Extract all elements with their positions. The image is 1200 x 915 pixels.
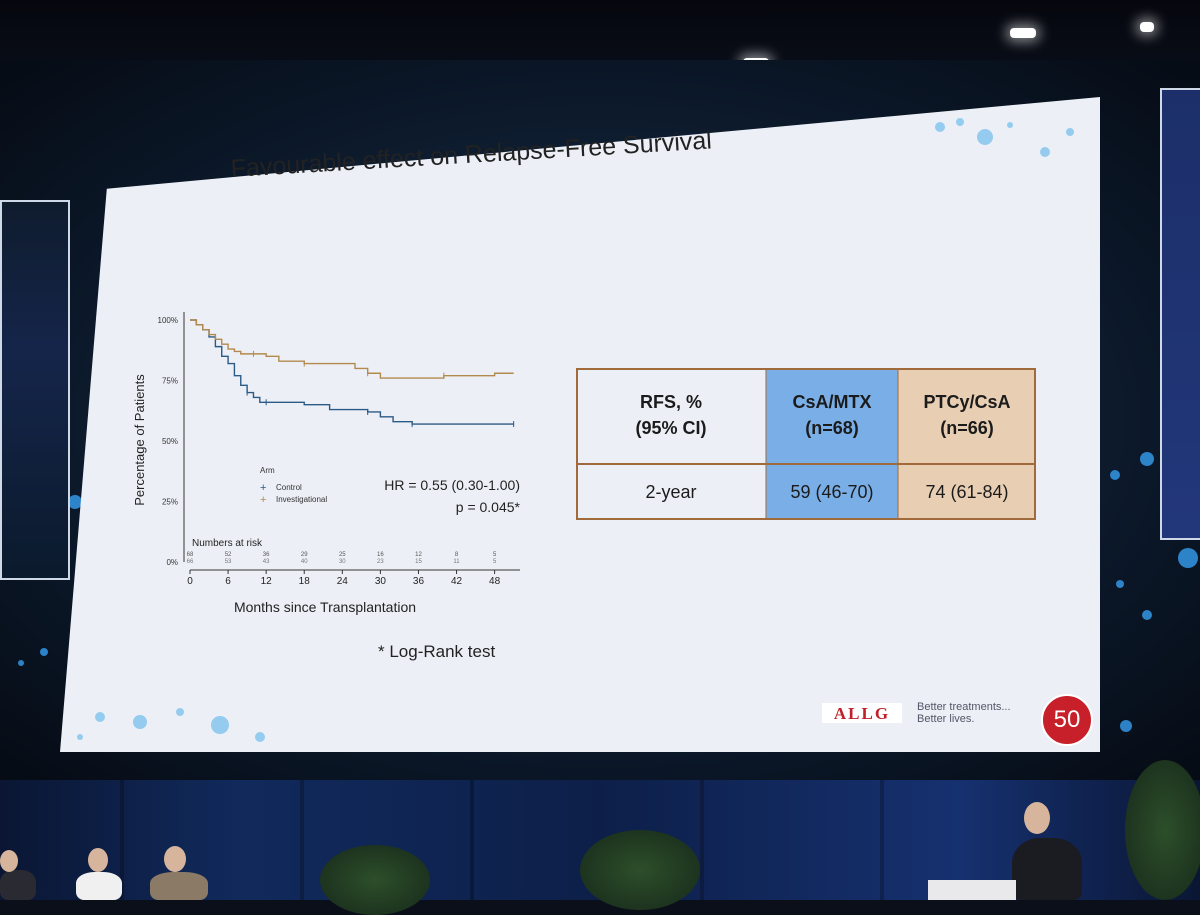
risk-count-control: 52 (225, 552, 232, 558)
table-cell-text: 59 (46-70) (790, 482, 873, 502)
y-axis-label: Percentage of Patients (132, 374, 147, 506)
panelist (0, 870, 36, 900)
table-header-text: RFS, % (640, 392, 702, 412)
podium (928, 880, 1016, 900)
table-header-text: (n=68) (805, 418, 859, 438)
rfs-table: RFS, % (95% CI) CsA/MTX (n=68) PTCy/CsA (n=66… (576, 368, 1036, 520)
stage-plant (580, 830, 700, 910)
risk-count-control: 29 (301, 552, 308, 558)
risk-count-control: 12 (415, 552, 422, 558)
tagline: Better treatments... Better lives. (917, 701, 1011, 725)
x-axis-label: Months since Transplantation (234, 599, 416, 615)
risk-count-control: 25 (339, 552, 346, 558)
risk-count-investigational: 30 (339, 559, 346, 565)
chart-text-layer: 0% 25% 50% 75% 100% 0 6 12 18 24 30 36 42 48 Percentag… (132, 316, 521, 615)
legend-entry: Control (276, 483, 302, 492)
y-tick-label: 50% (162, 437, 178, 446)
stage-plant (320, 845, 430, 915)
anniversary-seal: 50 (1041, 694, 1093, 746)
risk-count-investigational: 23 (377, 559, 384, 565)
risk-count-control: 16 (377, 552, 384, 558)
x-tick-label: 0 (187, 576, 193, 587)
risk-count-control: 8 (455, 552, 459, 558)
tagline-line-2: Better lives. (917, 713, 975, 725)
allg-logo: ALLG (822, 703, 902, 723)
panelist-head (0, 850, 18, 872)
hr-annotation: HR = 0.55 (0.30-1.00) (384, 477, 520, 493)
table-header-text: (n=66) (940, 418, 994, 438)
risk-count-control: 5 (493, 552, 497, 558)
chart-axes (183, 312, 520, 574)
ceiling-light (1010, 28, 1036, 38)
x-tick-label: 42 (451, 576, 463, 587)
speaker-head (1024, 802, 1050, 834)
risk-count-investigational: 66 (187, 559, 194, 565)
panelist (76, 872, 122, 900)
table-cell-csa (766, 464, 898, 520)
risk-count-control: 68 (187, 552, 194, 558)
chart-series-layer (190, 319, 515, 428)
y-tick-label: 0% (166, 558, 178, 567)
table-header-cell-csa (766, 368, 898, 464)
panelist (150, 872, 208, 900)
x-tick-label: 36 (413, 576, 425, 587)
table-header-cell-ptcy (898, 368, 1036, 464)
legend-marker: + (260, 494, 266, 506)
side-video-panel-right (1160, 88, 1200, 540)
km-line-control (190, 319, 514, 425)
risk-count-investigational: 43 (263, 559, 270, 565)
risk-count-investigational: 53 (225, 559, 232, 565)
legend-entry: Investigational (276, 495, 327, 504)
y-tick-label: 25% (162, 498, 178, 507)
y-tick-label: 75% (162, 377, 178, 386)
numbers-at-risk-title: Numbers at risk (192, 538, 263, 549)
x-tick-label: 12 (261, 576, 273, 587)
x-tick-label: 24 (337, 576, 349, 587)
p-value-annotation: p = 0.045* (456, 499, 521, 515)
risk-count-investigational: 11 (453, 559, 460, 565)
risk-count-control: 36 (263, 552, 270, 558)
table-header-text: CsA/MTX (792, 392, 871, 412)
stage-plant (1125, 760, 1200, 900)
slide-bubble-decoration (77, 118, 1074, 742)
x-tick-label: 30 (375, 576, 387, 587)
side-video-panel-left (0, 200, 70, 580)
legend-title: Arm (260, 466, 275, 475)
speaker (1012, 838, 1082, 900)
footnote: * Log-Rank test (378, 642, 496, 661)
ceiling-light (1140, 22, 1154, 32)
risk-count-investigational: 40 (301, 559, 308, 565)
table-cell-text: 74 (61-84) (925, 482, 1008, 502)
risk-count-investigational: 15 (415, 559, 422, 565)
tagline-line-1: Better treatments... (917, 701, 1011, 713)
x-tick-label: 48 (489, 576, 501, 587)
km-line-investigational (190, 319, 514, 379)
kaplan-meier-chart: 0% 25% 50% 75% 100% 0 6 12 18 24 30 36 42 48 Percentag… (132, 312, 521, 615)
table-cell-text: 2-year (645, 482, 696, 502)
risk-count-investigational: 5 (493, 559, 497, 565)
table-header-text: (95% CI) (635, 418, 706, 438)
panelist-head (88, 848, 108, 872)
y-tick-label: 100% (158, 316, 178, 325)
logo-text: ALLG (834, 704, 890, 723)
x-tick-label: 6 (225, 576, 231, 587)
panelist-head (164, 846, 186, 872)
x-tick-label: 18 (299, 576, 311, 587)
table-border (576, 368, 1036, 520)
table-header-text: PTCy/CsA (923, 392, 1010, 412)
legend-marker: + (260, 482, 266, 494)
table-cell-ptcy (898, 464, 1036, 520)
